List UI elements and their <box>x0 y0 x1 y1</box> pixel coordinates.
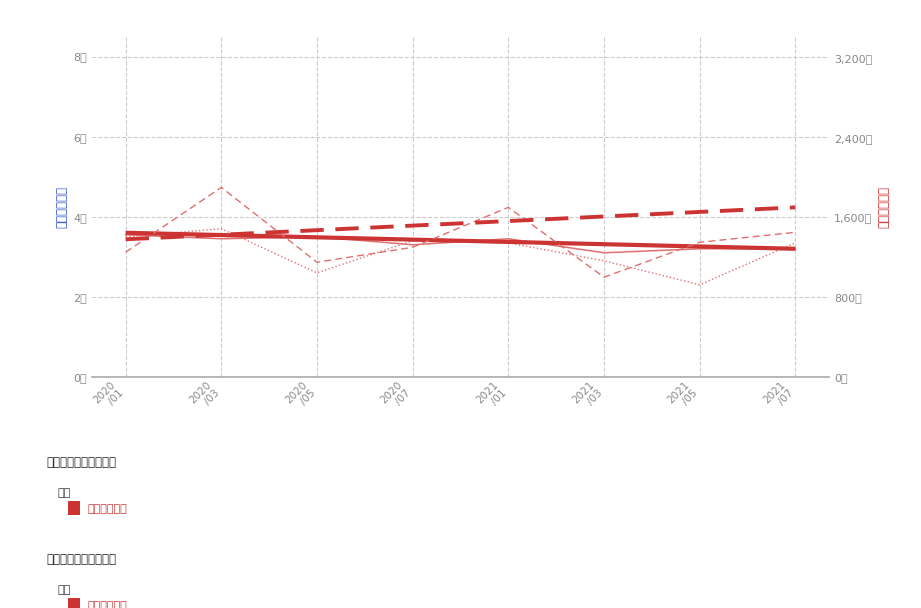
Y-axis label: 平均商品単価: 平均商品単価 <box>878 185 891 228</box>
FancyBboxPatch shape <box>67 598 80 608</box>
Y-axis label: 平均商品点数: 平均商品点数 <box>55 185 68 228</box>
FancyBboxPatch shape <box>67 501 80 514</box>
Text: 平均商品点数: 平均商品点数 <box>87 503 127 514</box>
Text: 注文（平均商品単価）: 注文（平均商品単価） <box>47 553 117 567</box>
Text: 平均商品単価: 平均商品単価 <box>87 601 127 608</box>
Text: 全体: 全体 <box>57 586 70 595</box>
Text: 全体: 全体 <box>57 488 70 498</box>
Text: 注文（平均商品点数）: 注文（平均商品点数） <box>47 456 117 469</box>
